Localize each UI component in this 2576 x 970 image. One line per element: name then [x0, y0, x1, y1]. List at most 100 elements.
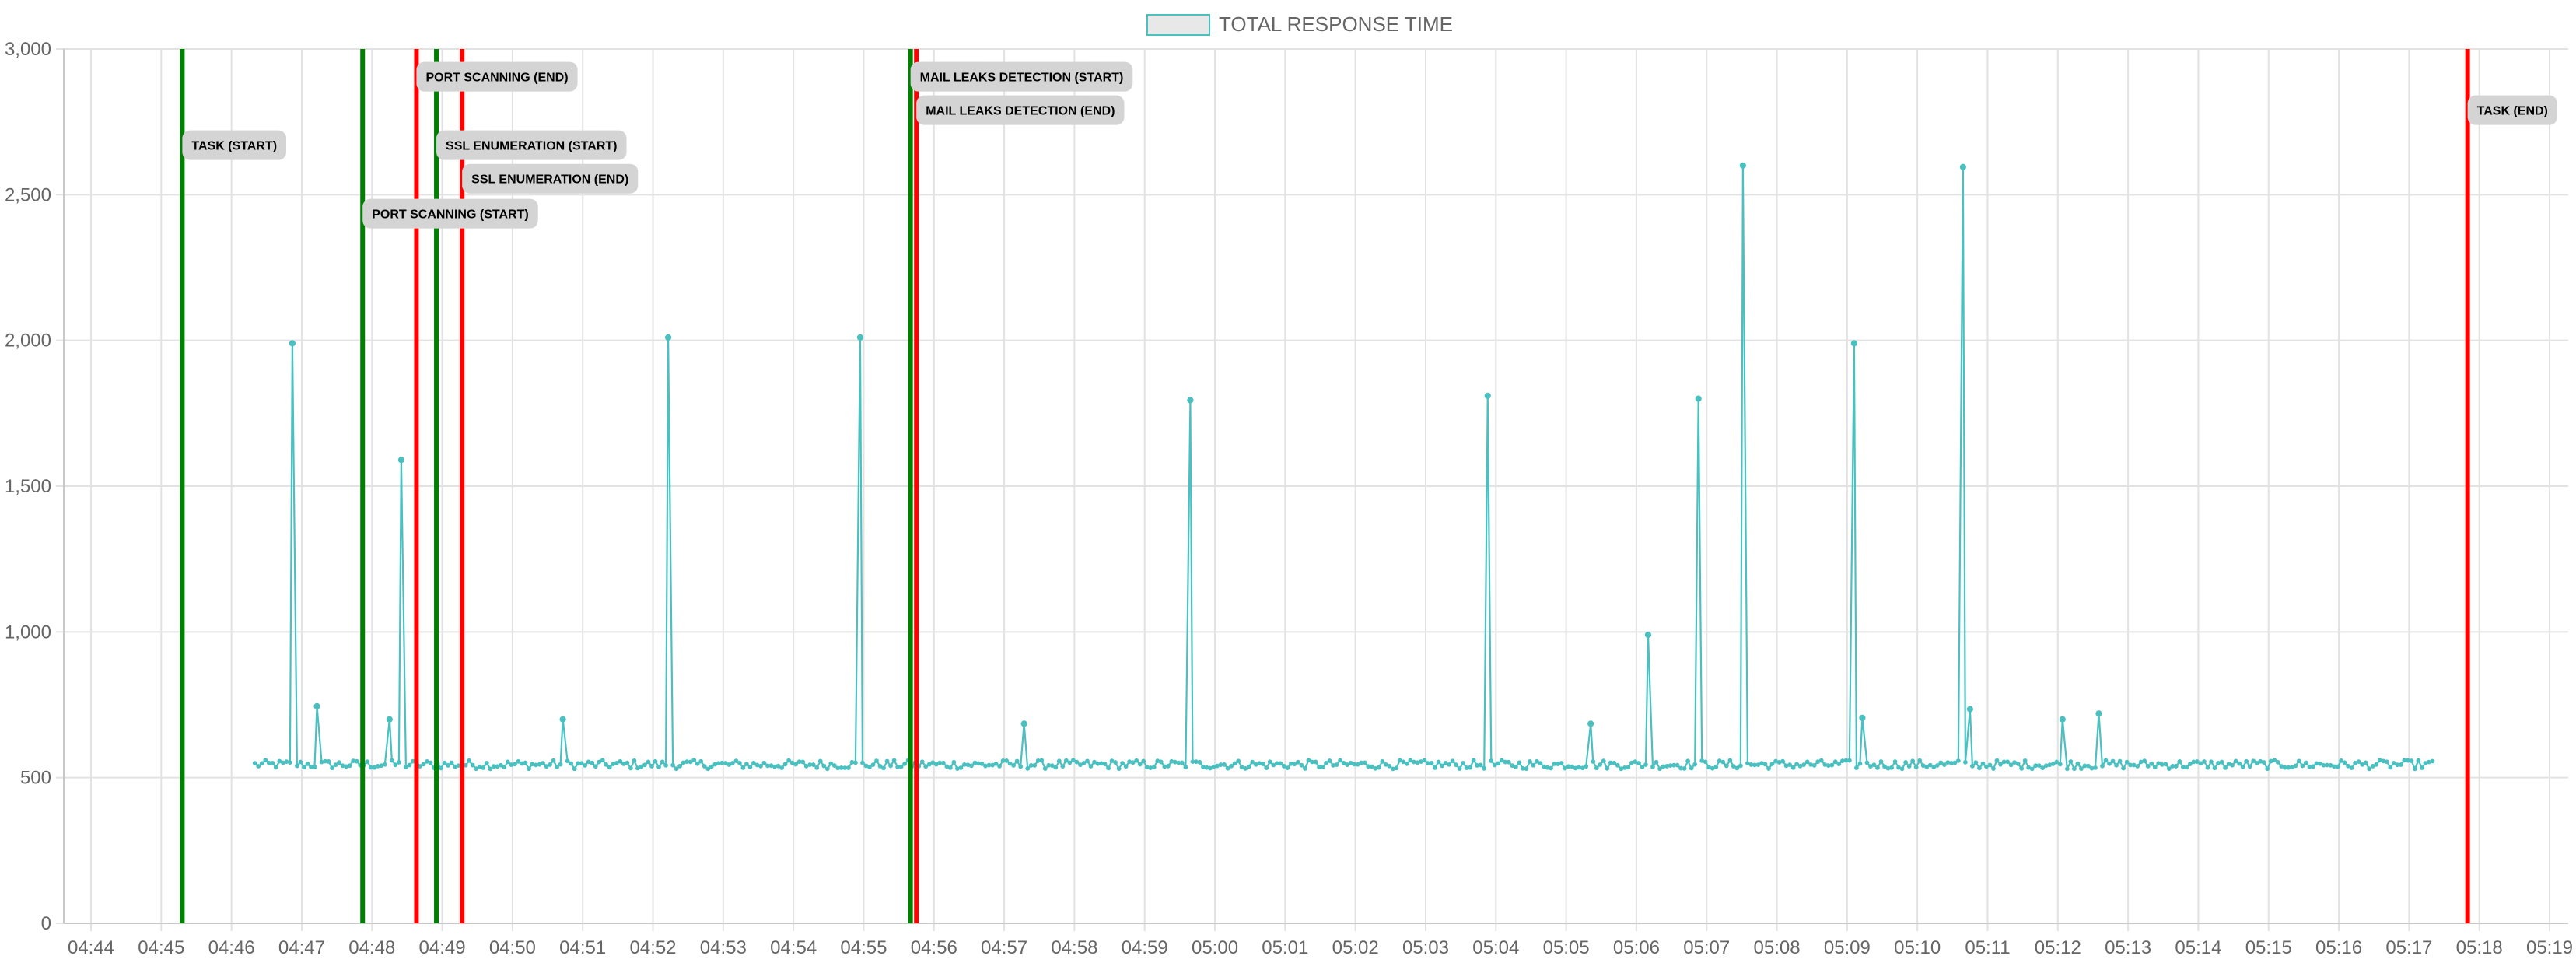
data-point — [1471, 758, 1476, 763]
data-point — [849, 759, 855, 765]
data-point — [691, 758, 697, 763]
legend-label[interactable]: TOTAL RESPONSE TIME — [1219, 12, 1453, 36]
legend-swatch[interactable] — [1146, 14, 1210, 36]
data-point — [2261, 760, 2266, 765]
data-point — [1123, 764, 1129, 769]
data-point — [2360, 762, 2365, 767]
data-point — [1913, 765, 1919, 769]
data-point — [2022, 758, 2028, 763]
data-point — [1910, 758, 1916, 764]
data-point — [983, 763, 988, 769]
annotation-pill — [910, 61, 1133, 92]
spike-point — [1484, 392, 1491, 399]
spike-point — [1859, 714, 1866, 721]
data-point — [1257, 761, 1262, 766]
data-point — [1141, 758, 1146, 764]
data-point — [1478, 762, 1483, 768]
axes: 0 500 1,000 1,500 2,000 2,500 3,000 04:44 04:45 0… — [5, 39, 2573, 958]
data-point — [1938, 760, 1944, 765]
data-point — [2089, 765, 2095, 771]
data-point — [1172, 759, 1178, 765]
data-point — [481, 765, 486, 770]
x-tick-label: 05:11 — [1965, 937, 2010, 958]
data-point — [1577, 765, 1582, 770]
data-point — [2409, 758, 2414, 763]
data-point — [2117, 758, 2123, 764]
data-point — [2166, 766, 2172, 772]
data-point — [2374, 762, 2379, 767]
data-point — [810, 762, 816, 767]
data-point — [1229, 763, 1234, 769]
annotation-text: TASK (START) — [191, 140, 277, 153]
grid — [64, 48, 2568, 924]
data-point — [2349, 765, 2354, 770]
data-point — [1878, 759, 1884, 764]
y-tick-label: 2,000 — [5, 331, 51, 352]
data-point — [1454, 762, 1459, 768]
data-point — [2064, 766, 2070, 772]
data-point — [642, 762, 647, 768]
data-point — [751, 760, 756, 765]
data-point — [814, 765, 820, 770]
data-point — [1018, 764, 1024, 769]
data-point — [354, 758, 359, 764]
data-point — [1987, 762, 1993, 768]
data-point — [1278, 761, 1283, 766]
data-point — [1731, 764, 1736, 769]
data-point — [737, 760, 742, 765]
data-point — [1039, 758, 1045, 763]
annotation-pill — [436, 130, 627, 160]
data-point — [1081, 761, 1087, 765]
spike-point — [313, 702, 320, 709]
data-point — [1078, 762, 1083, 768]
y-tick-label: 2,500 — [5, 184, 51, 205]
spike-point — [289, 340, 296, 347]
data-point — [2110, 758, 2116, 764]
x-tick-label: 04:53 — [700, 937, 747, 958]
x-tick-label: 04:56 — [911, 937, 957, 958]
x-tick-label: 05:04 — [1472, 937, 1519, 958]
data-point — [902, 761, 908, 766]
data-point — [1973, 760, 1979, 765]
data-point — [2152, 765, 2158, 770]
data-point — [484, 761, 489, 765]
data-point — [817, 758, 823, 764]
data-point — [1049, 763, 1055, 769]
data-point — [2103, 758, 2109, 763]
data-point — [1549, 765, 1553, 771]
data-point — [2173, 764, 2179, 769]
data-point — [705, 766, 711, 772]
data-point — [523, 760, 528, 765]
data-point — [1790, 765, 1796, 770]
data-point — [831, 763, 837, 768]
spike-point — [1739, 162, 1746, 169]
data-point — [2388, 765, 2393, 770]
data-point — [1296, 759, 1300, 765]
x-tick-label: 04:46 — [208, 937, 255, 958]
data-point — [1281, 763, 1286, 769]
spike-point — [1587, 720, 1594, 727]
data-point — [1692, 762, 1698, 767]
data-point — [625, 760, 630, 765]
data-point — [389, 758, 394, 763]
data-point — [1106, 765, 1111, 771]
data-point — [1447, 762, 1451, 767]
spike-point — [1644, 631, 1652, 639]
x-tick-label: 05:01 — [1262, 937, 1308, 958]
data-point — [1636, 761, 1641, 765]
data-point — [1489, 758, 1494, 763]
data-point — [1829, 762, 1835, 768]
data-point — [2159, 762, 2165, 767]
legend[interactable]: TOTAL RESPONSE TIME — [1146, 12, 1453, 36]
data-point — [663, 762, 668, 768]
data-point — [1626, 765, 1631, 770]
x-tick-label: 05:00 — [1192, 937, 1238, 958]
data-point — [674, 766, 679, 772]
data-point — [2413, 766, 2417, 772]
annotation-text: SSL ENUMERATION (END) — [471, 173, 628, 187]
data-point — [604, 762, 609, 767]
x-tick-label: 05:17 — [2385, 937, 2432, 958]
data-point — [1970, 763, 1975, 769]
data-point — [590, 760, 595, 765]
data-point — [2420, 765, 2424, 770]
